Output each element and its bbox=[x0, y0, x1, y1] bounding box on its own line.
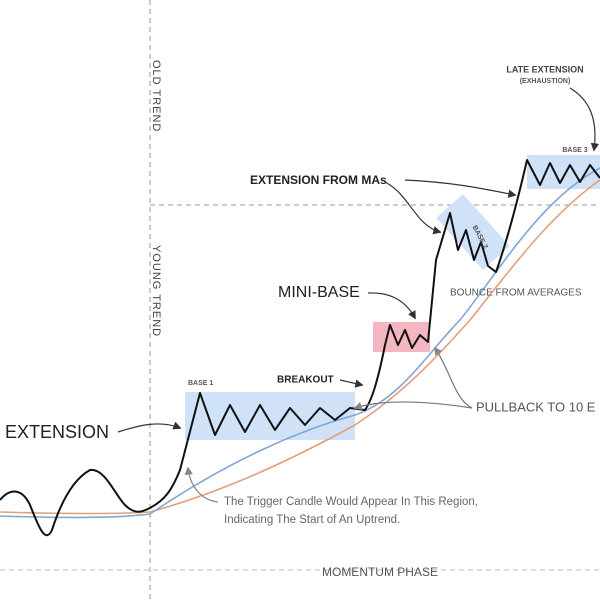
mini-base-label: MINI-BASE bbox=[278, 284, 360, 301]
late-extension-label: LATE EXTENSION bbox=[506, 64, 583, 74]
arrow-breakout bbox=[339, 379, 364, 388]
arrow-pullback-2 bbox=[353, 401, 473, 410]
extension-mas-label: EXTENSION FROM MAs bbox=[250, 173, 387, 187]
base-2-box bbox=[436, 193, 510, 271]
arrow-late-extension bbox=[569, 87, 600, 152]
trigger-note-1: The Trigger Candle Would Appear In This … bbox=[224, 496, 478, 508]
trigger-note-2: Indicating The Start of An Uptrend. bbox=[224, 514, 400, 526]
arrow-mini-base bbox=[367, 292, 416, 320]
exhaustion-label: (EXHAUSTION) bbox=[520, 78, 571, 85]
arrow-extension bbox=[117, 421, 182, 433]
base-1-label: BASE 1 bbox=[188, 380, 213, 387]
old-trend-label: OLD TREND bbox=[150, 60, 162, 132]
price-line bbox=[0, 159, 600, 537]
breakout-label: BREAKOUT bbox=[277, 375, 334, 386]
bounce-label: BOUNCE FROM AVERAGES bbox=[450, 288, 582, 299]
fast-ma bbox=[0, 167, 600, 519]
young-trend-label: YOUNG TREND bbox=[150, 245, 162, 337]
base-3-label: BASE 3 bbox=[562, 147, 587, 154]
extension-label: EXTENSION bbox=[5, 422, 109, 442]
pullback-label: PULLBACK TO 10 E bbox=[476, 399, 596, 414]
arrow-pullback bbox=[434, 346, 473, 409]
arrow-extension-mas-2 bbox=[404, 179, 517, 198]
slow-ma bbox=[0, 179, 600, 515]
arrow-trigger bbox=[184, 466, 219, 503]
momentum-phase-label: MOMENTUM PHASE bbox=[322, 565, 438, 579]
base-3-box bbox=[527, 155, 600, 189]
arrow-extension-mas bbox=[384, 181, 442, 235]
